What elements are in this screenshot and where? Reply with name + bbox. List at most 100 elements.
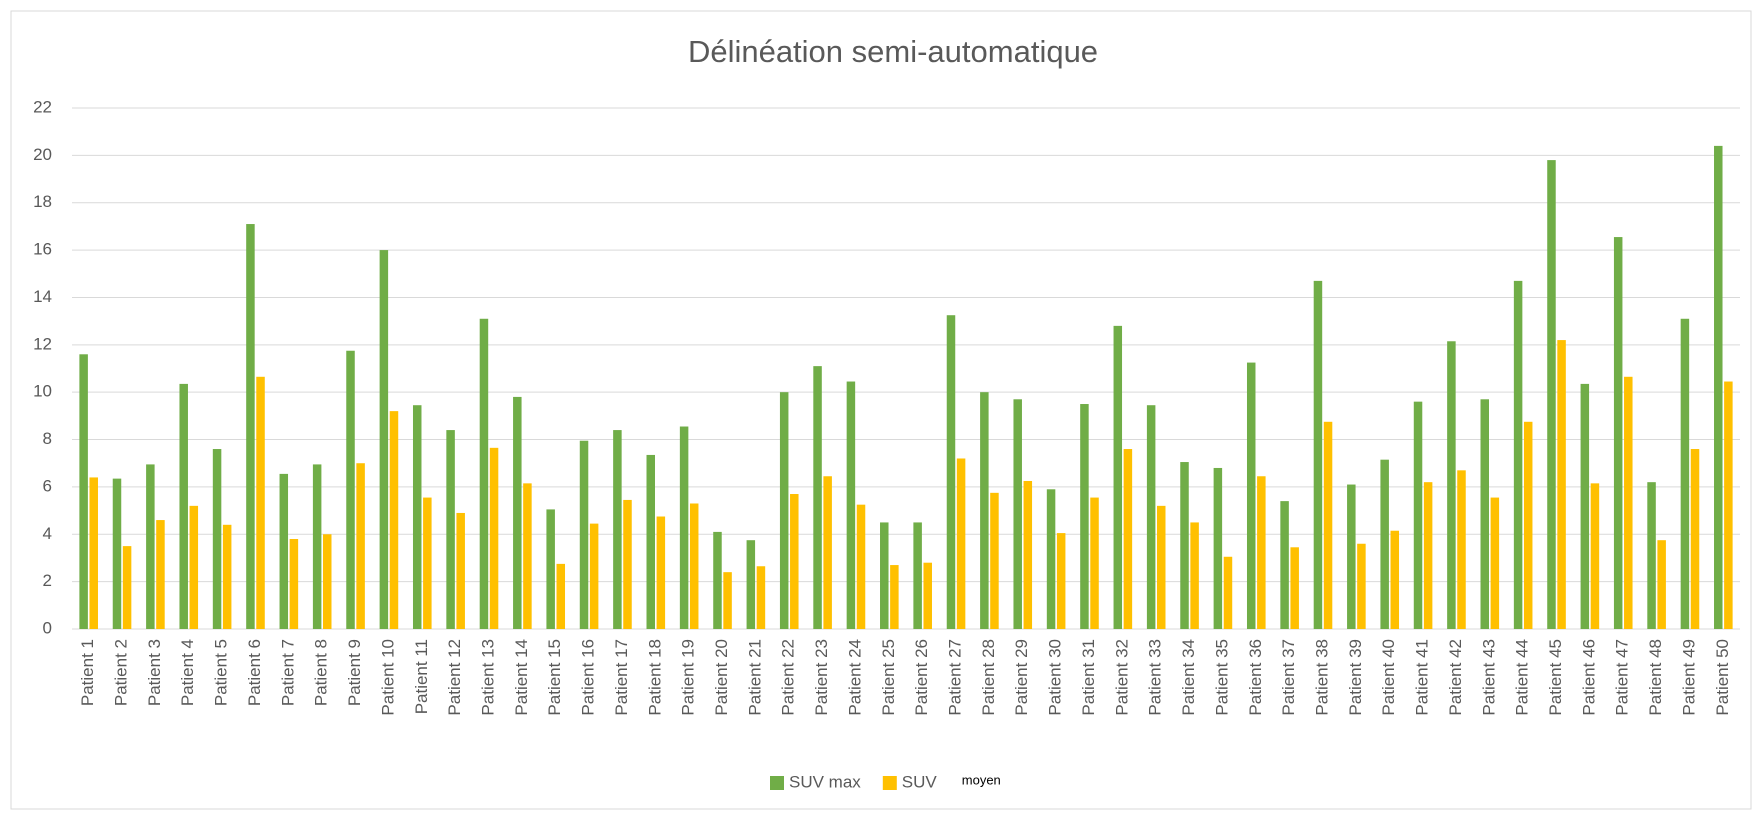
- x-tick-label: Patient 22: [779, 639, 798, 716]
- bar: [356, 463, 365, 629]
- bar: [1347, 484, 1356, 629]
- x-tick-label: Patient 50: [1713, 639, 1732, 716]
- bar: [890, 565, 899, 629]
- bar: [589, 523, 599, 629]
- bar: [913, 522, 922, 629]
- bar: [613, 430, 622, 629]
- bar: [646, 454, 655, 629]
- bar: [1580, 383, 1590, 629]
- bar: [1480, 399, 1489, 629]
- x-tick-label: Patient 10: [378, 639, 397, 716]
- x-tick-label: Patient 1: [78, 639, 97, 706]
- x-tick-label: Patient 20: [712, 639, 731, 716]
- bar: [1657, 540, 1666, 629]
- x-tick-label: Patient 44: [1513, 639, 1532, 716]
- x-tick-label: Patient 26: [912, 639, 931, 716]
- x-tick-label: Patient 42: [1446, 639, 1465, 716]
- bar: [479, 318, 489, 629]
- bar: [412, 405, 422, 629]
- x-tick-label: Patient 24: [845, 639, 864, 716]
- x-tick-label: Patient 46: [1579, 639, 1598, 716]
- bar: [156, 520, 165, 629]
- bar: [1557, 340, 1566, 629]
- x-tick-label: Patient 36: [1246, 639, 1265, 716]
- x-tick-label: Patient 49: [1679, 639, 1698, 716]
- x-tick-label: Patient 6: [245, 639, 264, 706]
- bar: [279, 473, 289, 629]
- bar: [122, 546, 132, 629]
- bar: [713, 531, 722, 629]
- bar: [246, 224, 255, 630]
- bar: [513, 396, 522, 629]
- x-tick-label: Patient 15: [545, 639, 564, 716]
- bar: [1380, 459, 1389, 629]
- bar: [846, 381, 856, 629]
- bar: [1080, 404, 1089, 629]
- bar: [1257, 476, 1266, 629]
- y-tick-label: 8: [43, 429, 52, 448]
- x-tick-label: Patient 12: [445, 639, 464, 716]
- x-tick-label: Patient 18: [645, 639, 664, 716]
- y-tick-label: 0: [43, 618, 52, 637]
- bar: [1246, 362, 1256, 629]
- bar: [556, 563, 566, 629]
- bar: [1447, 341, 1456, 629]
- bar: [946, 315, 956, 629]
- x-tick-label: Patient 13: [478, 639, 497, 716]
- bar: [212, 449, 222, 629]
- bar: [1680, 318, 1690, 629]
- bar: [456, 512, 465, 629]
- chart-title: Délinéation semi-automatique: [688, 34, 1098, 69]
- x-tick-label: Patient 3: [145, 639, 164, 706]
- bar: [1123, 449, 1133, 629]
- x-tick-label: Patient 25: [879, 639, 898, 716]
- x-tick-label: Patient 28: [979, 639, 998, 716]
- legend-note: moyen: [962, 772, 1001, 787]
- x-tick-label: Patient 45: [1546, 639, 1565, 716]
- bar: [656, 516, 666, 629]
- y-tick-label: 2: [43, 571, 52, 590]
- bar: [1624, 376, 1633, 629]
- x-tick-label: Patient 39: [1346, 639, 1365, 716]
- x-tick-label: Patient 38: [1312, 639, 1331, 716]
- x-tick-label: Patient 40: [1379, 639, 1398, 716]
- legend-label: SUV max: [789, 772, 861, 791]
- bar: [289, 539, 299, 629]
- y-tick-label: 4: [43, 524, 52, 543]
- chart-border: [10, 10, 1752, 810]
- x-tick-label: Patient 4: [178, 639, 197, 706]
- bar: [813, 366, 822, 629]
- bar: [1090, 497, 1099, 629]
- y-tick-label: 16: [33, 240, 52, 259]
- bar: [1280, 501, 1289, 629]
- bar: [179, 383, 188, 629]
- bar: [346, 350, 355, 629]
- bar: [1013, 399, 1022, 629]
- bar: [723, 572, 732, 629]
- bar: [856, 504, 866, 629]
- y-tick-label: 22: [33, 97, 52, 116]
- bar: [112, 478, 122, 629]
- x-tick-label: Patient 16: [579, 639, 598, 716]
- legend-swatch: [882, 776, 897, 790]
- x-tick-label: Patient 27: [946, 639, 965, 716]
- bar: [1613, 237, 1623, 629]
- x-tick-label: Patient 33: [1146, 639, 1165, 716]
- bar: [323, 534, 332, 629]
- x-tick-label: Patient 9: [345, 639, 364, 706]
- bar: [746, 540, 756, 629]
- x-tick-label: Patient 14: [512, 639, 531, 716]
- x-tick-label: Patient 21: [745, 639, 764, 716]
- bar: [880, 522, 889, 629]
- bar: [1590, 483, 1600, 629]
- x-tick-label: Patient 31: [1079, 639, 1098, 716]
- bar: [256, 376, 265, 629]
- bar: [546, 509, 555, 629]
- legend-swatch: [770, 776, 784, 790]
- bar: [1023, 480, 1033, 629]
- x-tick-label: Patient 29: [1012, 639, 1031, 716]
- bar: [489, 447, 499, 629]
- bar: [679, 426, 689, 629]
- legend-label: SUV: [902, 772, 938, 791]
